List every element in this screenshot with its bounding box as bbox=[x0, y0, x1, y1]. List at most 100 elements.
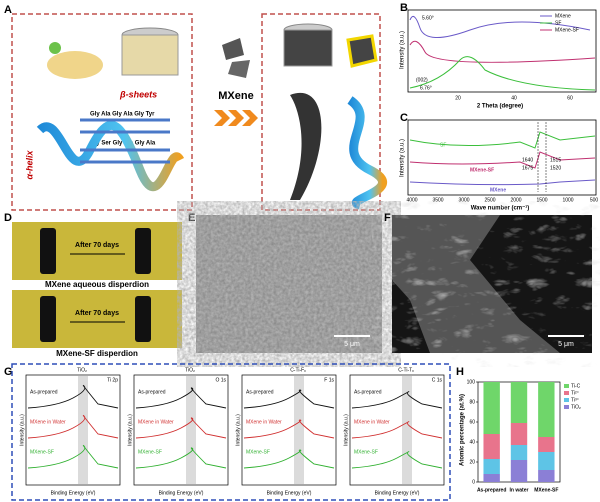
legend-label: SF bbox=[555, 20, 561, 26]
sem-texture bbox=[392, 215, 592, 353]
y-tick-label: 20 bbox=[469, 459, 475, 465]
scale-label: 5 μm bbox=[344, 341, 360, 348]
panel-f: F 5 μm bbox=[384, 212, 592, 353]
legend-label: MXene-SF bbox=[555, 27, 579, 33]
y-tick-label: 100 bbox=[467, 379, 476, 385]
spectrum bbox=[243, 449, 335, 469]
panel-label: H bbox=[456, 366, 464, 378]
annotation: After 70 days bbox=[75, 242, 119, 249]
curve bbox=[409, 15, 591, 38]
x-label: Binding Energy (eV) bbox=[267, 490, 312, 496]
panel-label: A bbox=[4, 4, 12, 16]
curve-label: MXene bbox=[490, 187, 506, 193]
curve bbox=[409, 131, 596, 149]
sample-label: As-prepared bbox=[246, 389, 274, 395]
annotation: 5.60° bbox=[422, 15, 434, 21]
sample-label: MXene in Water bbox=[354, 419, 390, 425]
sample-label: MXene in Water bbox=[246, 419, 282, 425]
bar-segment bbox=[483, 434, 500, 459]
core-label: F 1s bbox=[324, 377, 334, 383]
x-label: Binding Energy (eV) bbox=[51, 490, 96, 496]
spectrum bbox=[135, 387, 227, 409]
spectrum bbox=[351, 421, 443, 439]
photo bbox=[12, 222, 182, 280]
vial bbox=[135, 296, 151, 342]
leaf bbox=[49, 42, 61, 54]
x-tick-label: 60 bbox=[567, 95, 573, 101]
photo bbox=[12, 290, 182, 348]
sequence: Gly Ser Gly Ala Gly Ala bbox=[90, 141, 156, 147]
x-tick-label: 40 bbox=[511, 95, 517, 101]
sample-label: As-prepared bbox=[354, 389, 382, 395]
helix bbox=[36, 121, 185, 192]
legend-label: Ti²⁺ bbox=[571, 390, 580, 396]
peak-label: C-Ti-Tₓ bbox=[398, 367, 414, 373]
flake bbox=[346, 34, 378, 68]
x-label: Binding Energy (eV) bbox=[159, 490, 204, 496]
panel-label: G bbox=[4, 366, 13, 378]
x-tick-label: 1500 bbox=[536, 197, 547, 203]
beaker bbox=[121, 34, 179, 76]
core-label: O 1s bbox=[215, 377, 226, 383]
sample-label: MXene in Water bbox=[138, 419, 174, 425]
axes-frame bbox=[241, 374, 337, 486]
axes-frame bbox=[407, 9, 597, 93]
x-tick-label: 3500 bbox=[432, 197, 443, 203]
sequence: Gly Ala Gly Ala Gly Tyr bbox=[90, 112, 155, 118]
bar-segment bbox=[483, 474, 500, 482]
annotation: 1520 bbox=[550, 165, 561, 171]
vial bbox=[135, 228, 151, 274]
annotation: (002) bbox=[416, 77, 428, 83]
y-tick-label: 60 bbox=[469, 419, 475, 425]
y-label: Intensity (a.u.) bbox=[400, 139, 406, 177]
bar-segment bbox=[510, 445, 528, 460]
arrow-label: MXene bbox=[218, 90, 253, 102]
bar-segment bbox=[538, 437, 555, 452]
curve bbox=[409, 179, 596, 186]
annotation: After 70 days bbox=[75, 310, 119, 317]
arrow bbox=[214, 110, 258, 126]
bar-segment bbox=[538, 470, 555, 482]
sample-label: As-prepared bbox=[30, 389, 58, 395]
panel-g: G TiO₂ Ti 2p Intensity (a.u.) Binding Energ… bbox=[4, 363, 451, 501]
legend-swatch bbox=[564, 405, 569, 409]
sample-label: MXene-SF bbox=[354, 449, 378, 455]
bar-segment bbox=[483, 459, 500, 474]
sheets bbox=[80, 118, 170, 164]
sem-texture bbox=[196, 215, 382, 353]
axes-frame bbox=[407, 119, 597, 196]
annotation: 1675 bbox=[522, 165, 533, 171]
vial bbox=[40, 228, 56, 274]
flake bbox=[222, 38, 244, 60]
sample-label: MXene-SF bbox=[246, 449, 270, 455]
x-tick-label: 2500 bbox=[484, 197, 495, 203]
x-tick-label: MXene-SF bbox=[534, 487, 558, 493]
bar-segment bbox=[538, 382, 555, 437]
panel-c: C SF MXene-SF MXene 1640 1675 1515 1520 … bbox=[400, 112, 599, 212]
dashed-box bbox=[11, 363, 451, 501]
panel-h: H Atomic percentage (at.%) 0 20 40 60 80 100 A… bbox=[456, 366, 581, 493]
x-tick-label: 20 bbox=[455, 95, 461, 101]
y-tick-label: 80 bbox=[469, 399, 475, 405]
curve bbox=[409, 40, 596, 63]
spectrum bbox=[27, 444, 119, 469]
panel-label: E bbox=[188, 212, 195, 224]
highlight-band bbox=[78, 376, 88, 484]
y-tick-label: 0 bbox=[472, 479, 475, 485]
x-label: Binding Energy (eV) bbox=[375, 490, 420, 496]
peak-label: TiO₂ bbox=[185, 367, 195, 373]
panel-a: A β-sheets Gly Ala Gly Ala Gly Tyr Gly S… bbox=[4, 4, 387, 211]
panel-label: C bbox=[400, 112, 408, 124]
spectrum bbox=[27, 384, 119, 409]
spectrum bbox=[135, 417, 227, 439]
helix bbox=[347, 96, 387, 210]
legend-swatch bbox=[564, 398, 569, 402]
peak-label: TiO₂ bbox=[77, 367, 87, 373]
legend-label: MXene bbox=[555, 13, 571, 19]
annotation: 1640 bbox=[522, 157, 533, 163]
caption: MXene aqueous disperdion bbox=[45, 280, 149, 289]
y-label: Intensity (a.u.) bbox=[19, 414, 25, 446]
dashed-box bbox=[261, 13, 381, 211]
